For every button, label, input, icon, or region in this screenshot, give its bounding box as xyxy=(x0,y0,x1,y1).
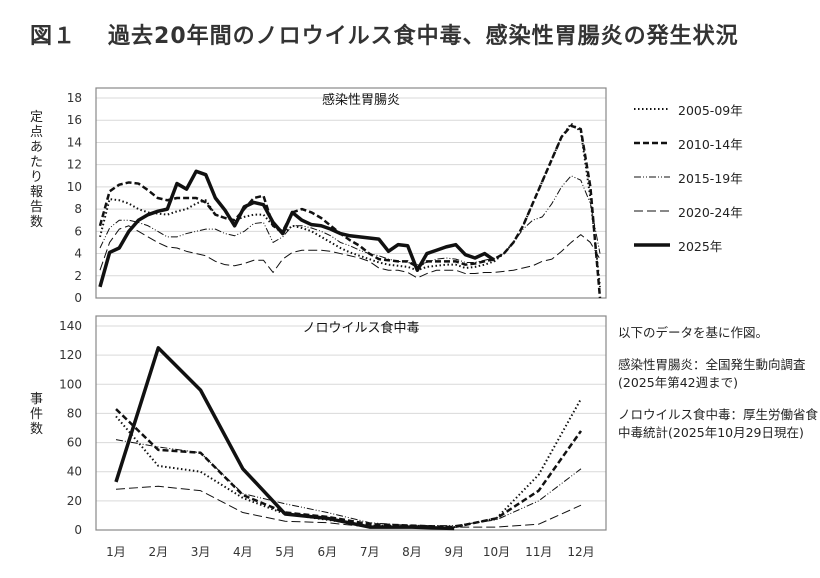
series-line-2025年 xyxy=(98,169,496,288)
y-tick-label: 20 xyxy=(67,494,82,508)
y-tick-label: 100 xyxy=(59,377,82,391)
x-tick-label: 12月 xyxy=(567,545,594,559)
legend-label: 2020-24年 xyxy=(678,204,743,220)
legend-item: 2025年 xyxy=(632,228,743,262)
figure-title: 図１ 過去20年間のノロウイルス食中毒、感染性胃腸炎の発生状況 xyxy=(30,18,739,50)
y-tick-label: 40 xyxy=(67,465,82,479)
legend-label: 2015-19年 xyxy=(678,170,743,186)
legend-label: 2010-14年 xyxy=(678,136,743,152)
legend-item: 2010-14年 xyxy=(632,126,743,160)
figure-title-text: 過去20年間のノロウイルス食中毒、感染性胃腸炎の発生状況 xyxy=(108,24,739,49)
series-line-2020-24年 xyxy=(115,485,582,528)
note-norovirus-source: ノロウイルス食中毒：厚生労働省食中毒統計(2025年10月29日現在) xyxy=(618,407,819,440)
chart-title: ノロウイルス食中毒 xyxy=(302,320,419,336)
x-tick-label: 9月 xyxy=(444,545,464,559)
y-tick-label: 0 xyxy=(74,523,82,537)
y-tick-label: 60 xyxy=(67,436,82,450)
legend-item: 2005-09年 xyxy=(632,92,743,126)
bottom-y-axis-label: 事件数 xyxy=(30,392,44,437)
x-tick-label: 6月 xyxy=(318,545,338,559)
series-line-2005-09年 xyxy=(115,398,582,529)
series-line-2010-14年 xyxy=(115,408,583,529)
series-line-2010-14年 xyxy=(98,124,602,299)
x-tick-label: 2月 xyxy=(148,545,168,559)
legend-item: 2015-19年 xyxy=(632,160,743,194)
note-source-intro: 以下のデータを基に作図。 xyxy=(618,325,769,340)
x-tick-label: 11月 xyxy=(525,545,552,559)
note-gastroenteritis-source: 感染性胃腸炎：全国発生動向調査(2025年第42週まで) xyxy=(618,357,806,390)
notes: 以下のデータを基に作図。 感染性胃腸炎：全国発生動向調査(2025年第42週まで… xyxy=(618,324,818,456)
legend-label: 2025年 xyxy=(678,238,723,254)
plot-border xyxy=(95,87,607,299)
series-line-2005-09年 xyxy=(99,122,601,287)
x-tick-label: 5月 xyxy=(275,545,295,559)
y-tick-label: 10 xyxy=(67,180,82,194)
y-tick-label: 18 xyxy=(67,91,82,105)
y-tick-label: 80 xyxy=(67,406,82,420)
series-line-2015-19年 xyxy=(99,175,601,266)
y-tick-label: 8 xyxy=(74,202,82,216)
y-tick-label: 12 xyxy=(67,158,82,172)
plot-border xyxy=(95,315,607,531)
y-tick-label: 14 xyxy=(67,135,82,149)
x-tick-label: 1月 xyxy=(106,545,126,559)
y-tick-label: 4 xyxy=(74,247,82,261)
series-line-2025年 xyxy=(114,346,455,531)
legend: 2005-09年 2010-14年 2015-19年 2020-24年 2025… xyxy=(632,92,743,262)
chart-title: 感染性胃腸炎 xyxy=(322,92,400,108)
y-tick-label: 2 xyxy=(74,269,82,283)
x-tick-label: 8月 xyxy=(402,545,422,559)
y-tick-label: 16 xyxy=(67,113,82,127)
y-tick-label: 6 xyxy=(74,224,82,238)
figure-number: 図１ xyxy=(30,24,77,49)
y-tick-label: 0 xyxy=(74,291,82,305)
series-line-2020-24年 xyxy=(99,225,601,279)
x-tick-label: 10月 xyxy=(483,545,510,559)
y-tick-label: 120 xyxy=(59,348,82,362)
x-tick-label: 7月 xyxy=(360,545,380,559)
x-tick-label: 4月 xyxy=(233,545,253,559)
legend-label: 2005-09年 xyxy=(678,102,743,118)
y-tick-label: 140 xyxy=(59,319,82,333)
legend-item: 2020-24年 xyxy=(632,194,743,228)
top-y-axis-label: 定点あたり報告数 xyxy=(30,110,44,230)
x-tick-label: 3月 xyxy=(191,545,211,559)
series-line-2015-19年 xyxy=(115,439,582,527)
